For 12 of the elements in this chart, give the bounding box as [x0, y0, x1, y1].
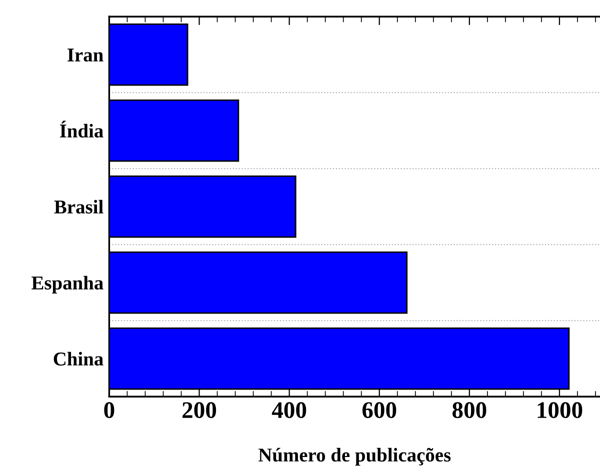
y-tick-label: Espanha [32, 276, 104, 294]
x-tick-label: 200 [182, 402, 216, 418]
y-tick-label: Brasil [54, 200, 104, 214]
x-tick-label: 800 [452, 402, 486, 418]
x-tick-label: 1000 [538, 402, 582, 418]
x-tick-label: 400 [272, 402, 306, 418]
x-axis-title: Número de publicações [258, 448, 451, 466]
y-tick-label: Iran [68, 48, 104, 62]
y-tick-label: Índia [60, 120, 104, 138]
y-tick-label: China [54, 352, 104, 366]
x-tick-label: 0 [104, 402, 114, 418]
x-tick-label: 600 [362, 402, 396, 418]
